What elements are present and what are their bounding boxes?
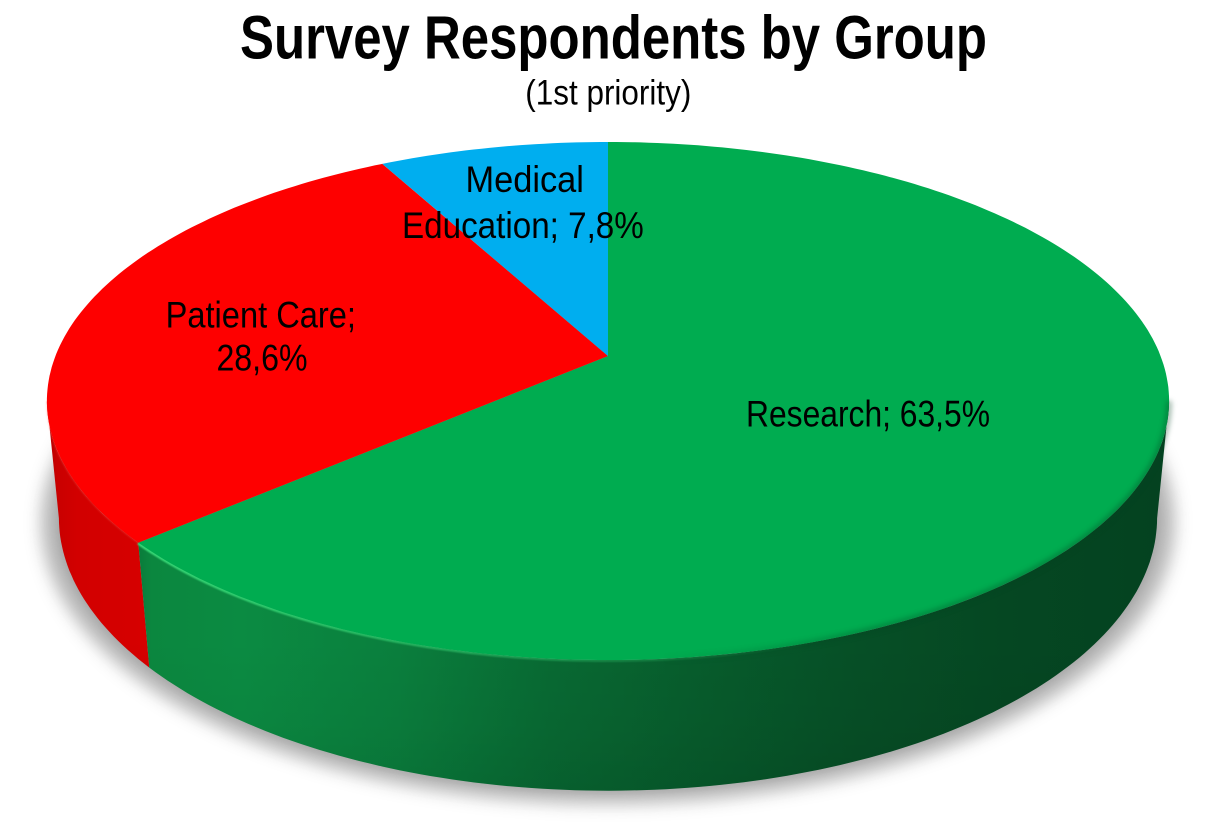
svg-text:Patient Care;: Patient Care; [166, 295, 356, 336]
svg-text:Medical: Medical [465, 159, 584, 200]
svg-text:Education; 7,8%: Education; 7,8% [402, 205, 644, 246]
svg-text:Survey Respondents by Group: Survey Respondents by Group [240, 4, 987, 72]
svg-text:(1st priority): (1st priority) [525, 74, 691, 113]
svg-text:Research; 63,5%: Research; 63,5% [746, 394, 990, 435]
svg-text:28,6%: 28,6% [216, 338, 307, 379]
